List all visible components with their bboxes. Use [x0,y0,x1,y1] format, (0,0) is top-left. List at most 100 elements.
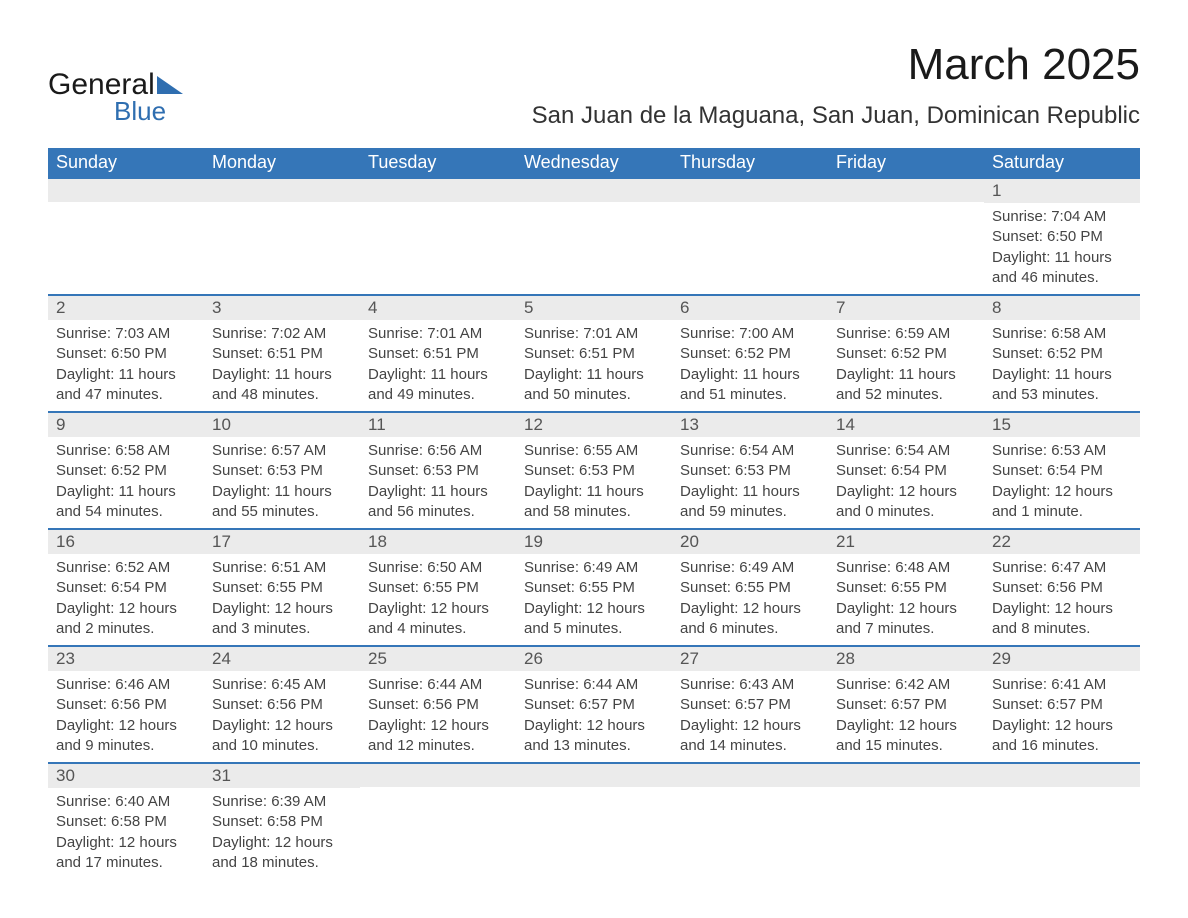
day-body: Sunrise: 6:46 AMSunset: 6:56 PMDaylight:… [48,671,204,762]
day-body: Sunrise: 7:04 AMSunset: 6:50 PMDaylight:… [984,203,1140,294]
weekday-header: Monday [204,148,360,177]
sunset-line: Sunset: 6:58 PM [56,812,196,832]
sunset-line: Sunset: 6:57 PM [836,695,976,715]
sunrise-line: Sunrise: 7:01 AM [368,324,508,344]
daylight-line: Daylight: 12 hours and 14 minutes. [680,716,820,757]
day-body: Sunrise: 6:50 AMSunset: 6:55 PMDaylight:… [360,554,516,645]
calendar-cell: 16Sunrise: 6:52 AMSunset: 6:54 PMDayligh… [48,528,204,645]
sunrise-line: Sunrise: 6:56 AM [368,441,508,461]
page-subtitle: San Juan de la Maguana, San Juan, Domini… [532,102,1140,130]
daylight-line: Daylight: 11 hours and 55 minutes. [212,482,352,523]
weekday-header: Thursday [672,148,828,177]
calendar-table: SundayMondayTuesdayWednesdayThursdayFrid… [48,148,1140,879]
title-block: March 2025 San Juan de la Maguana, San J… [532,40,1140,130]
day-number: 27 [672,645,828,671]
daylight-line: Daylight: 11 hours and 51 minutes. [680,365,820,406]
calendar-row: 16Sunrise: 6:52 AMSunset: 6:54 PMDayligh… [48,528,1140,645]
day-body: Sunrise: 6:48 AMSunset: 6:55 PMDaylight:… [828,554,984,645]
daylight-line: Daylight: 11 hours and 50 minutes. [524,365,664,406]
sunrise-line: Sunrise: 6:47 AM [992,558,1132,578]
day-body: Sunrise: 6:56 AMSunset: 6:53 PMDaylight:… [360,437,516,528]
calendar-cell [828,762,984,879]
calendar-cell [360,762,516,879]
empty-day-bar [516,177,672,202]
calendar-cell: 27Sunrise: 6:43 AMSunset: 6:57 PMDayligh… [672,645,828,762]
calendar-cell: 2Sunrise: 7:03 AMSunset: 6:50 PMDaylight… [48,294,204,411]
day-body: Sunrise: 6:54 AMSunset: 6:53 PMDaylight:… [672,437,828,528]
empty-day-bar [48,177,204,202]
calendar-cell [828,177,984,294]
sunset-line: Sunset: 6:51 PM [212,344,352,364]
sunset-line: Sunset: 6:55 PM [212,578,352,598]
sunrise-line: Sunrise: 6:44 AM [524,675,664,695]
calendar-cell: 31Sunrise: 6:39 AMSunset: 6:58 PMDayligh… [204,762,360,879]
day-body: Sunrise: 7:02 AMSunset: 6:51 PMDaylight:… [204,320,360,411]
daylight-line: Daylight: 11 hours and 58 minutes. [524,482,664,523]
sunrise-line: Sunrise: 6:53 AM [992,441,1132,461]
calendar-row: 30Sunrise: 6:40 AMSunset: 6:58 PMDayligh… [48,762,1140,879]
daylight-line: Daylight: 12 hours and 17 minutes. [56,833,196,874]
sunrise-line: Sunrise: 6:45 AM [212,675,352,695]
calendar-row: 2Sunrise: 7:03 AMSunset: 6:50 PMDaylight… [48,294,1140,411]
daylight-line: Daylight: 11 hours and 56 minutes. [368,482,508,523]
calendar-cell [672,177,828,294]
sunrise-line: Sunrise: 6:51 AM [212,558,352,578]
sunset-line: Sunset: 6:52 PM [992,344,1132,364]
day-body: Sunrise: 6:43 AMSunset: 6:57 PMDaylight:… [672,671,828,762]
calendar-cell: 7Sunrise: 6:59 AMSunset: 6:52 PMDaylight… [828,294,984,411]
day-number: 23 [48,645,204,671]
day-number: 11 [360,411,516,437]
calendar-row: 23Sunrise: 6:46 AMSunset: 6:56 PMDayligh… [48,645,1140,762]
sunset-line: Sunset: 6:56 PM [992,578,1132,598]
day-body: Sunrise: 6:47 AMSunset: 6:56 PMDaylight:… [984,554,1140,645]
sunset-line: Sunset: 6:54 PM [992,461,1132,481]
day-number: 30 [48,762,204,788]
sunrise-line: Sunrise: 6:39 AM [212,792,352,812]
sunrise-line: Sunrise: 6:52 AM [56,558,196,578]
calendar-cell: 3Sunrise: 7:02 AMSunset: 6:51 PMDaylight… [204,294,360,411]
calendar-cell [984,762,1140,879]
calendar-cell: 21Sunrise: 6:48 AMSunset: 6:55 PMDayligh… [828,528,984,645]
daylight-line: Daylight: 12 hours and 7 minutes. [836,599,976,640]
calendar-cell: 22Sunrise: 6:47 AMSunset: 6:56 PMDayligh… [984,528,1140,645]
daylight-line: Daylight: 12 hours and 2 minutes. [56,599,196,640]
sunset-line: Sunset: 6:50 PM [56,344,196,364]
calendar-cell: 6Sunrise: 7:00 AMSunset: 6:52 PMDaylight… [672,294,828,411]
daylight-line: Daylight: 12 hours and 18 minutes. [212,833,352,874]
daylight-line: Daylight: 12 hours and 6 minutes. [680,599,820,640]
calendar-cell [516,762,672,879]
sunrise-line: Sunrise: 6:58 AM [992,324,1132,344]
sunrise-line: Sunrise: 6:58 AM [56,441,196,461]
daylight-line: Daylight: 12 hours and 8 minutes. [992,599,1132,640]
sunrise-line: Sunrise: 6:41 AM [992,675,1132,695]
calendar-cell: 19Sunrise: 6:49 AMSunset: 6:55 PMDayligh… [516,528,672,645]
daylight-line: Daylight: 11 hours and 46 minutes. [992,248,1132,289]
calendar-cell: 15Sunrise: 6:53 AMSunset: 6:54 PMDayligh… [984,411,1140,528]
empty-day-bar [516,762,672,787]
weekday-header: Sunday [48,148,204,177]
day-body: Sunrise: 6:40 AMSunset: 6:58 PMDaylight:… [48,788,204,879]
day-body: Sunrise: 6:44 AMSunset: 6:56 PMDaylight:… [360,671,516,762]
day-body: Sunrise: 6:54 AMSunset: 6:54 PMDaylight:… [828,437,984,528]
day-number: 21 [828,528,984,554]
calendar-cell: 13Sunrise: 6:54 AMSunset: 6:53 PMDayligh… [672,411,828,528]
sunrise-line: Sunrise: 7:02 AM [212,324,352,344]
calendar-cell: 24Sunrise: 6:45 AMSunset: 6:56 PMDayligh… [204,645,360,762]
sunset-line: Sunset: 6:55 PM [836,578,976,598]
daylight-line: Daylight: 12 hours and 16 minutes. [992,716,1132,757]
day-number: 8 [984,294,1140,320]
day-body: Sunrise: 6:44 AMSunset: 6:57 PMDaylight:… [516,671,672,762]
calendar-cell: 12Sunrise: 6:55 AMSunset: 6:53 PMDayligh… [516,411,672,528]
sunset-line: Sunset: 6:53 PM [368,461,508,481]
sunset-line: Sunset: 6:53 PM [680,461,820,481]
day-number: 26 [516,645,672,671]
calendar-cell: 1Sunrise: 7:04 AMSunset: 6:50 PMDaylight… [984,177,1140,294]
day-number: 4 [360,294,516,320]
empty-day-bar [828,762,984,787]
calendar-cell: 10Sunrise: 6:57 AMSunset: 6:53 PMDayligh… [204,411,360,528]
brand-word2: Blue [114,96,166,127]
sunset-line: Sunset: 6:51 PM [524,344,664,364]
sunrise-line: Sunrise: 6:44 AM [368,675,508,695]
day-number: 1 [984,177,1140,203]
calendar-cell: 29Sunrise: 6:41 AMSunset: 6:57 PMDayligh… [984,645,1140,762]
